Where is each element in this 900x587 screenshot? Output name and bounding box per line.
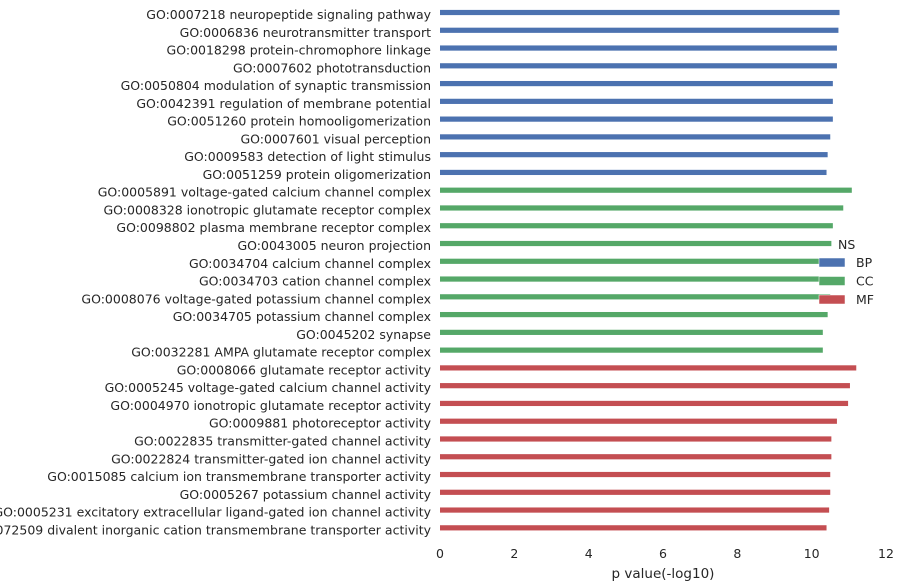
bar-bp-8 <box>440 152 828 158</box>
bar-mf-24 <box>440 436 832 442</box>
legend-swatch-mf <box>818 294 846 305</box>
category-label: GO:0034704 calcium channel complex <box>189 256 431 271</box>
category-label: GO:0005891 voltage-gated calcium channel… <box>98 185 431 200</box>
category-label: GO:0022824 transmitter-gated ion channel… <box>111 451 432 466</box>
bar-bp-9 <box>440 169 827 176</box>
bar-bp-6 <box>440 116 833 122</box>
x-tick-label: 4 <box>585 546 593 561</box>
category-label: GO:0032281 AMPA glutamate receptor compl… <box>131 345 431 360</box>
bar-mf-23 <box>440 418 837 424</box>
x-tick-label: 0 <box>436 546 444 561</box>
category-label: GO:0008076 voltage-gated potassium chann… <box>81 291 431 306</box>
legend: NS BP CC MF <box>818 237 874 307</box>
bar-cc-16 <box>440 294 831 300</box>
category-label: GO:0034703 cation channel complex <box>199 274 431 289</box>
category-label: GO:0098802 plasma membrane receptor comp… <box>116 220 431 235</box>
bar-cc-18 <box>440 329 823 335</box>
bars-layer <box>440 9 857 531</box>
category-label: GO:0005267 potassium channel activity <box>180 487 432 502</box>
category-label: GO:0042391 regulation of membrane potent… <box>136 96 431 111</box>
bar-mf-27 <box>440 489 831 495</box>
category-label: GO:0009881 photoreceptor activity <box>209 416 432 431</box>
category-label: GO:0045202 synapse <box>296 327 431 342</box>
category-label: GO:0009583 detection of light stimulus <box>184 149 431 164</box>
bar-cc-11 <box>440 205 844 211</box>
bar-cc-12 <box>440 223 833 229</box>
bar-mf-22 <box>440 400 849 407</box>
bar-cc-15 <box>440 276 831 282</box>
category-label: GO:0022835 transmitter-gated channel act… <box>134 433 431 448</box>
legend-label-cc: CC <box>856 274 874 289</box>
x-tick-label: 6 <box>659 546 667 561</box>
category-label: GO:0007601 visual perception <box>240 131 431 146</box>
category-label: GO:0007602 phototransduction <box>233 60 431 75</box>
x-tick-labels-layer: 0 2 4 6 8 10 12 <box>436 546 894 561</box>
bar-cc-17 <box>440 311 828 318</box>
legend-label-bp: BP <box>856 255 873 270</box>
bar-mf-20 <box>440 365 857 371</box>
category-label: GO:0051259 protein oligomerization <box>203 167 431 182</box>
bar-mf-28 <box>440 507 830 513</box>
category-label: GO:0018298 protein-chromophore linkage <box>167 43 432 58</box>
x-axis-title: p value(-log10) <box>612 566 715 582</box>
x-tick-label: 2 <box>510 546 518 561</box>
bar-bp-5 <box>440 98 833 104</box>
bar-mf-21 <box>440 383 850 389</box>
bar-mf-26 <box>440 471 831 478</box>
legend-swatch-bp <box>818 257 846 268</box>
bar-bp-1 <box>440 27 839 33</box>
category-label: GO:0072509 divalent inorganic cation tra… <box>0 522 432 537</box>
bar-cc-19 <box>440 347 823 353</box>
x-tick-label: 8 <box>733 546 741 561</box>
category-label: GO:0043005 neuron projection <box>237 238 431 253</box>
bar-mf-29 <box>440 525 827 531</box>
category-label: GO:0008328 ionotropic glutamate receptor… <box>104 202 432 217</box>
legend-swatch-cc <box>818 276 846 286</box>
category-label: GO:0050804 modulation of synaptic transm… <box>121 78 431 93</box>
legend-label-mf: MF <box>856 292 874 307</box>
bar-bp-7 <box>440 134 831 140</box>
x-tick-label: 10 <box>804 546 820 561</box>
category-label: GO:0005231 excitatory extracellular liga… <box>0 505 432 520</box>
category-label: GO:0008066 glutamate receptor activity <box>177 362 432 377</box>
bar-bp-3 <box>440 63 837 69</box>
x-tick-label: 12 <box>878 546 894 561</box>
category-label: GO:0034705 potassium channel complex <box>173 309 431 324</box>
legend-title: NS <box>838 237 855 252</box>
bar-cc-13 <box>440 240 832 247</box>
bar-cc-14 <box>440 258 832 264</box>
category-label: GO:0004970 ionotropic glutamate receptor… <box>110 398 431 413</box>
bar-cc-10 <box>440 187 852 193</box>
bar-bp-4 <box>440 80 833 87</box>
category-label: GO:0005245 voltage-gated calcium channel… <box>105 380 432 395</box>
bar-mf-25 <box>440 454 832 460</box>
bar-bp-0 <box>440 9 840 16</box>
category-label: GO:0051260 protein homooligomerization <box>167 114 431 129</box>
category-label: GO:0006836 neurotransmitter transport <box>180 25 431 40</box>
category-label: GO:0015085 calcium ion transmembrane tra… <box>47 469 431 484</box>
category-label: GO:0007218 neuropeptide signaling pathwa… <box>146 7 431 22</box>
category-labels-layer: GO:0007218 neuropeptide signaling pathwa… <box>0 7 432 537</box>
bar-bp-2 <box>440 45 837 51</box>
